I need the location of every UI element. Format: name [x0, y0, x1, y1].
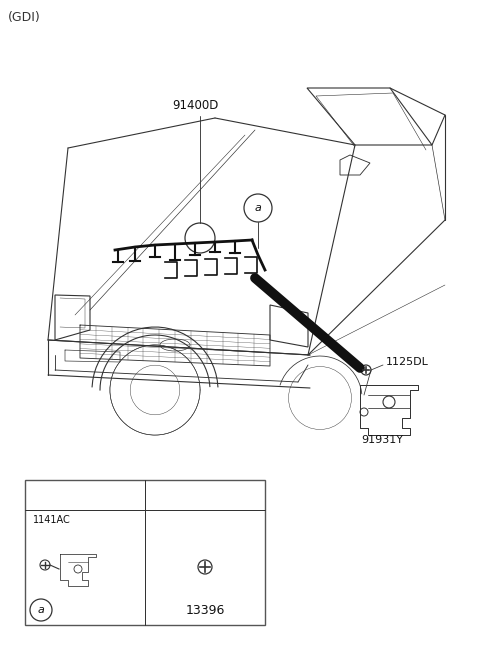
Circle shape [244, 194, 272, 222]
Bar [25, 480, 265, 625]
Text: a: a [254, 203, 262, 213]
Text: a: a [37, 605, 45, 615]
Text: 1125DL: 1125DL [386, 357, 429, 367]
Circle shape [185, 223, 215, 253]
Text: 13396: 13396 [185, 604, 225, 617]
Circle shape [30, 599, 52, 621]
Text: 91931Y: 91931Y [361, 435, 403, 445]
Text: 91400D: 91400D [172, 99, 218, 112]
Text: 1141AC: 1141AC [33, 515, 71, 525]
Text: (GDI): (GDI) [8, 12, 41, 24]
